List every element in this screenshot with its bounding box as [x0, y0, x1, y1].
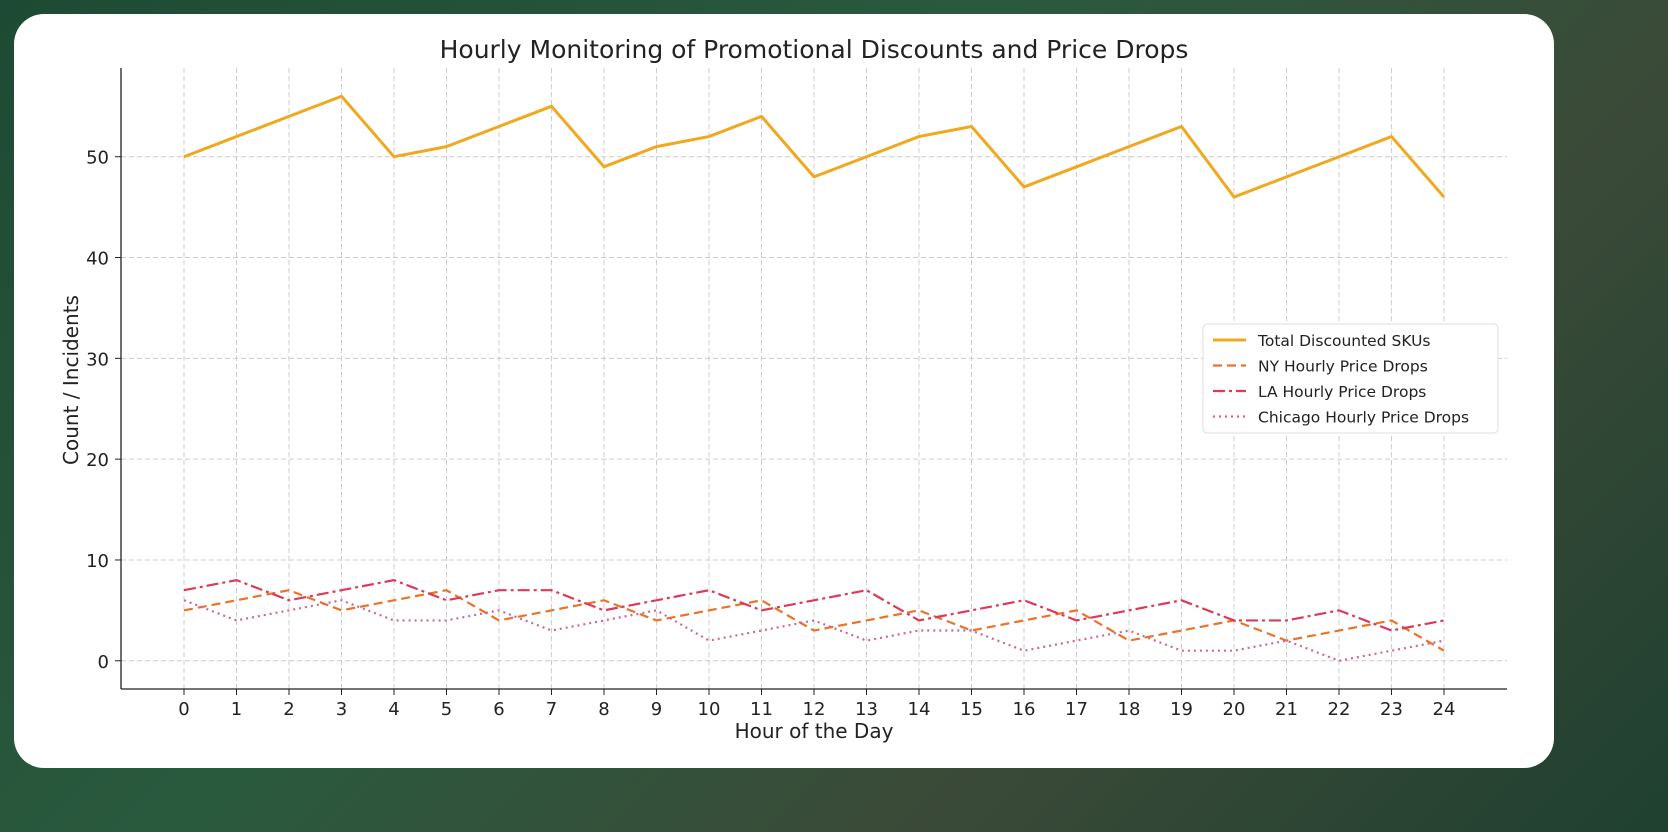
- y-tick-label: 0: [98, 652, 109, 673]
- x-tick-label: 24: [1433, 699, 1456, 720]
- x-tick-label: 9: [651, 699, 662, 720]
- x-tick-label: 19: [1170, 699, 1193, 720]
- y-tick-label: 50: [86, 148, 109, 169]
- x-tick-label: 5: [441, 699, 452, 720]
- x-tick-label: 15: [960, 699, 983, 720]
- x-tick-label: 21: [1275, 699, 1298, 720]
- x-tick-label: 23: [1380, 699, 1403, 720]
- x-tick-label: 6: [493, 699, 504, 720]
- x-tick-label: 1: [231, 699, 242, 720]
- x-tick-label: 0: [178, 699, 189, 720]
- x-tick-label: 20: [1223, 699, 1246, 720]
- y-tick-label: 30: [86, 349, 109, 370]
- x-tick-label: 12: [803, 699, 826, 720]
- legend-box: [1202, 323, 1499, 434]
- x-tick-label: 22: [1328, 699, 1351, 720]
- x-tick-label: 4: [388, 699, 399, 720]
- y-tick-label: 20: [86, 450, 109, 471]
- x-axis-label: Hour of the Day: [735, 719, 894, 743]
- x-tick-label: 17: [1065, 699, 1088, 720]
- x-tick-label: 11: [750, 699, 773, 720]
- legend-label: Total Discounted SKUs: [1257, 332, 1430, 350]
- x-tick-label: 18: [1118, 699, 1141, 720]
- y-axis-label: Count / Incidents: [59, 295, 83, 465]
- legend-label: NY Hourly Price Drops: [1258, 358, 1428, 376]
- x-tick-label: 3: [336, 699, 347, 720]
- x-tick-label: 16: [1013, 699, 1036, 720]
- x-tick-label: 2: [283, 699, 294, 720]
- x-tick-label: 10: [698, 699, 721, 720]
- chart-title: Hourly Monitoring of Promotional Discoun…: [440, 35, 1189, 64]
- y-tick-label: 40: [86, 249, 109, 270]
- legend-label: LA Hourly Price Drops: [1258, 383, 1426, 401]
- x-tick-label: 14: [908, 699, 931, 720]
- x-tick-label: 7: [546, 699, 557, 720]
- x-tick-label: 8: [598, 699, 609, 720]
- y-tick-label: 10: [86, 551, 109, 572]
- x-tick-label: 13: [855, 699, 878, 720]
- legend-label: Chicago Hourly Price Drops: [1258, 409, 1469, 427]
